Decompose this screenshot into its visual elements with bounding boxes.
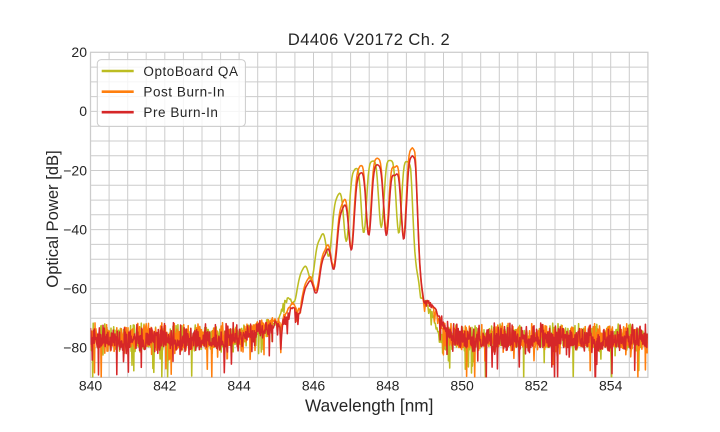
svg-text:846: 846 [302,378,326,394]
svg-text:Optical Power [dB]: Optical Power [dB] [43,150,62,287]
svg-text:−60: −60 [63,281,87,297]
svg-text:0: 0 [79,103,87,119]
svg-text:Pre Burn-In: Pre Burn-In [143,105,218,120]
svg-text:−80: −80 [63,340,87,356]
svg-text:Wavelength [nm]: Wavelength [nm] [305,395,433,415]
svg-text:842: 842 [153,378,177,394]
svg-text:D4406 V20172 Ch. 2: D4406 V20172 Ch. 2 [288,31,450,49]
svg-text:−40: −40 [63,221,87,237]
svg-text:852: 852 [525,378,549,394]
svg-text:OptoBoard QA: OptoBoard QA [143,64,238,79]
svg-text:Post Burn-In: Post Burn-In [143,85,225,100]
svg-text:844: 844 [227,378,251,394]
svg-text:20: 20 [71,44,87,60]
svg-text:850: 850 [450,378,474,394]
svg-text:−20: −20 [63,162,87,178]
svg-text:840: 840 [79,378,103,394]
svg-text:854: 854 [599,378,623,394]
svg-text:848: 848 [376,378,400,394]
